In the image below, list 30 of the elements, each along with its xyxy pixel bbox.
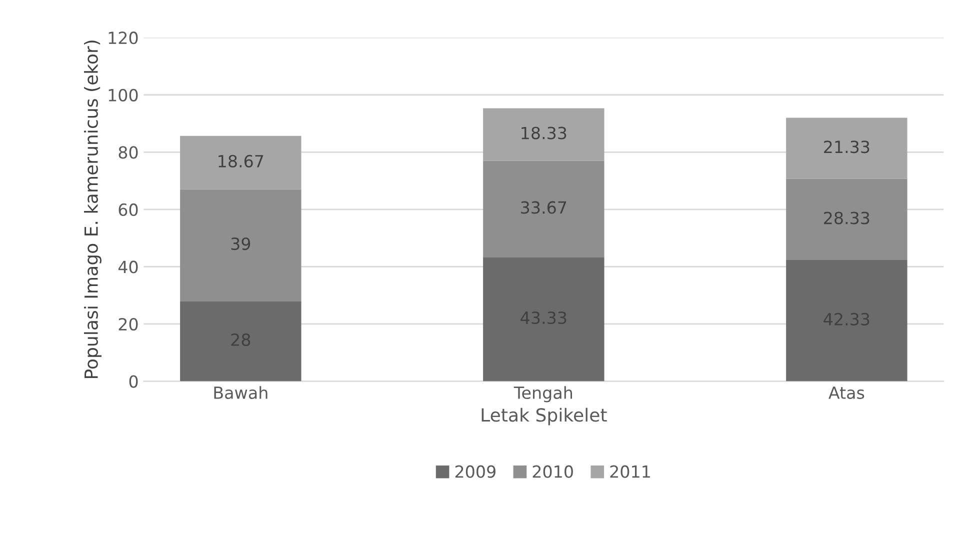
data-label: 21.33 <box>824 140 870 154</box>
x-tick-label: Bawah <box>214 386 268 400</box>
y-tick-label: 60 <box>118 203 138 216</box>
y-tick-label: 120 <box>108 32 138 44</box>
bar <box>786 118 908 179</box>
bar <box>180 136 302 190</box>
y-tick-label: 20 <box>118 318 138 331</box>
y-tick-label: 80 <box>118 146 138 159</box>
x-tick-label: Tengah <box>514 386 572 402</box>
bar <box>180 189 302 302</box>
bar <box>786 178 908 260</box>
legend-label: 2010 <box>532 465 573 478</box>
y-tick-label: 0 <box>129 375 138 388</box>
bar <box>483 257 604 382</box>
data-label: 18.33 <box>522 126 566 140</box>
legend-label: 2009 <box>455 465 496 478</box>
x-axis-title: Letak Spikelet <box>482 408 607 426</box>
x-tick-label: Atas <box>828 386 864 400</box>
y-tick-label: 100 <box>108 88 138 102</box>
data-label: 39 <box>231 237 250 250</box>
y-tick-label: 40 <box>118 260 138 274</box>
legend-label: 2011 <box>610 465 650 478</box>
bar <box>180 301 302 382</box>
y-axis-title: Populasi Imago E. kamerunicus (ekor) <box>84 40 102 378</box>
bar <box>786 260 908 382</box>
data-label: 28.33 <box>824 212 870 224</box>
data-label: 18.67 <box>218 154 264 168</box>
data-label: 33.67 <box>521 201 566 214</box>
bar <box>483 108 604 161</box>
bar <box>483 160 604 258</box>
